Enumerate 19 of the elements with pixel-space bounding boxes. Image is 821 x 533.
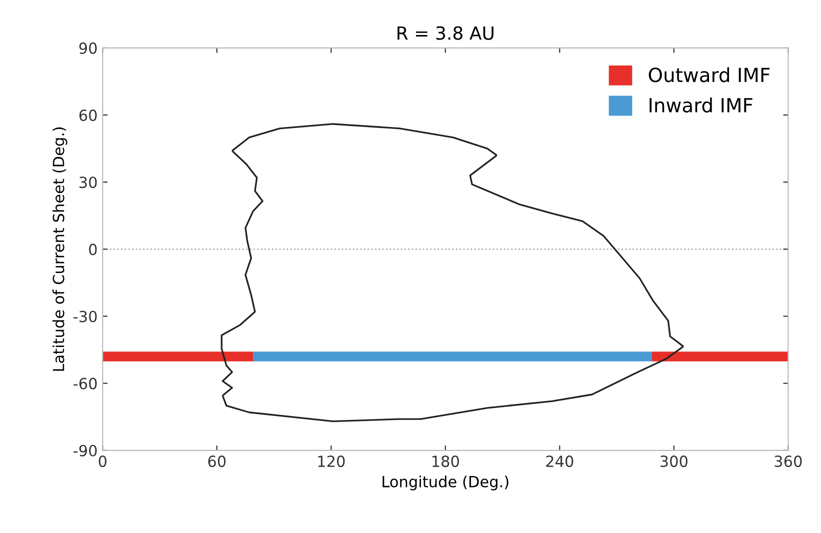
y-tick-label: -30 <box>74 310 97 322</box>
y-tick-label: -90 <box>74 444 97 456</box>
chart-title: R = 3.8 AU <box>398 26 494 40</box>
x-tick-label: 360 <box>774 456 802 468</box>
y-tick-label: 30 <box>79 176 97 188</box>
y-tick-label: 90 <box>79 42 97 54</box>
x-tick-label: 300 <box>660 456 688 468</box>
y-axis-title: Latitude of Current Sheet (Deg.) <box>52 127 68 371</box>
x-tick-label: 60 <box>208 456 226 468</box>
x-tick-label: 120 <box>318 456 345 468</box>
y-tick-label: -60 <box>74 378 97 390</box>
y-tick-label: 0 <box>89 244 97 256</box>
x-tick-label: 240 <box>546 456 574 468</box>
legend-label: Outward IMF <box>648 67 770 82</box>
x-tick-label: 180 <box>432 456 459 468</box>
legend-label: Inward IMF <box>650 98 752 113</box>
x-tick-label: 0 <box>98 456 106 468</box>
y-tick-label: 60 <box>79 110 97 122</box>
x-axis-title: Longitude (Deg.) <box>382 476 508 490</box>
